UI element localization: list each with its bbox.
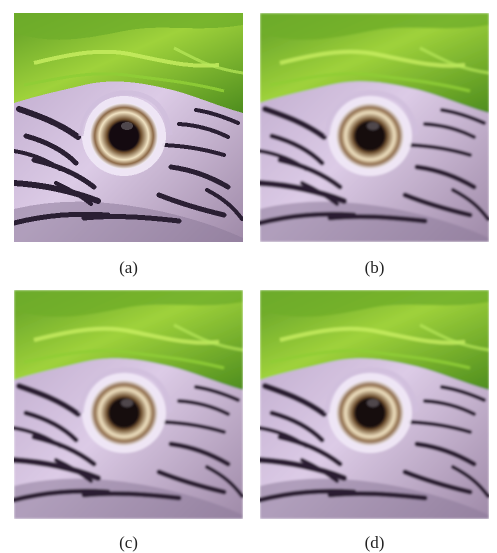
parrot-eye-image-d — [260, 290, 489, 519]
parrot-eye-image-a — [14, 13, 243, 242]
image-panel-c — [14, 290, 243, 519]
image-panel-b — [260, 13, 489, 242]
caption-c: (c) — [119, 533, 138, 552]
caption-d: (d) — [364, 533, 385, 552]
caption-a: (a) — [119, 258, 138, 277]
caption-b: (b) — [364, 258, 385, 277]
parrot-eye-image-b — [260, 13, 489, 242]
parrot-eye-image-c — [14, 290, 243, 519]
image-panel-a — [14, 13, 243, 242]
image-panel-d — [260, 290, 489, 519]
